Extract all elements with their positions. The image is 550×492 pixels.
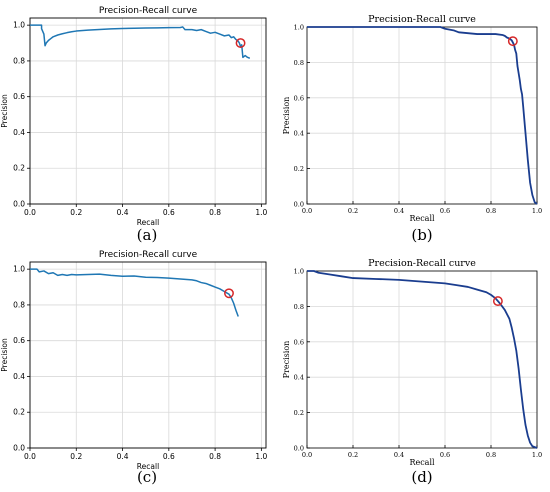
chart-a-xtick-label: 1.0 [255,208,267,217]
chart-a-ylabel: Precision [0,94,9,128]
chart-c-ytick-label: 0.6 [13,336,25,345]
chart-d-ytick-label: 0.4 [294,374,304,382]
chart-c-xtick-label: 0.2 [70,452,82,461]
chart-c-xtick-label: 0.8 [209,452,221,461]
chart-d-xtick-label: 0.2 [348,451,358,459]
caption-c: (c) [137,468,157,486]
chart-a-axes-frame [29,17,267,205]
chart-a-xtick-label: 0.2 [70,208,82,217]
chart-a-operating-point-marker [235,38,246,48]
chart-b-ylabel: Precision [282,97,291,135]
chart-d-ytick-label: 0.8 [294,303,304,311]
chart-a-ytick-label: 0.8 [13,56,25,65]
chart-b-series-line [307,26,538,205]
chart-a-xtick-label: 0.8 [209,208,221,217]
caption-b: (b) [411,226,432,244]
chart-a-xtick-label: 0.6 [163,208,175,217]
chart-a-series-line [30,24,251,59]
chart-d-xtick-label: 0.0 [302,451,312,459]
chart-c-ytick-label: 0.8 [13,300,25,309]
chart-a-xtick-label: 0.4 [117,208,129,217]
chart-c-ytick-label: 0.0 [13,444,25,453]
chart-b-ytick-label: 0.2 [294,165,304,173]
chart-a-ytick-label: 1.0 [13,21,25,30]
chart-c-xtick-label: 1.0 [255,452,267,461]
chart-b-xtick-label: 0.6 [440,207,450,215]
chart-d-xtick-label: 0.8 [486,451,496,459]
chart-a-ytick-label: 0.2 [13,164,25,173]
chart-d-ytick-label: 0.6 [294,338,304,346]
chart-a-title: Precision-Recall curve [99,6,198,16]
chart-b-xtick-label: 0.8 [486,207,496,215]
caption-d: (d) [411,468,432,486]
chart-c-axes-frame [29,261,267,449]
chart-b-xtick-label: 0.0 [302,207,312,215]
chart-d-operating-point-marker [492,296,503,307]
chart-d-xtick-label: 0.4 [394,451,404,459]
chart-d-ytick-label: 0.2 [294,409,304,417]
chart-d-axes-frame [306,270,538,449]
chart-a-xlabel: Recall [137,218,159,227]
chart-b-ytick-label: 0.8 [294,59,304,67]
chart-c-series-line [30,268,239,317]
chart-c-operating-point-marker [224,288,234,299]
chart-d-series-line [307,270,538,449]
chart-c-xtick-label: 0.6 [163,452,175,461]
chart-b-xtick-label: 0.4 [394,207,404,215]
chart-d-ytick-label: 1.0 [294,268,304,276]
chart-b-xtick-label: 1.0 [532,207,542,215]
chart-b-operating-point-marker [507,36,518,47]
chart-b-xlabel: Recall [409,214,435,223]
chart-c-ytick-label: 0.2 [13,408,25,417]
chart-d-ytick-label: 0.0 [294,445,304,453]
chart-c-title: Precision-Recall curve [99,250,198,260]
chart-d-title: Precision-Recall curve [368,258,476,269]
chart-a-ytick-label: 0.6 [13,92,25,101]
chart-c-ytick-label: 0.4 [13,372,25,381]
chart-a-xtick-label: 0.0 [24,208,36,217]
chart-c-ytick-label: 1.0 [13,265,25,274]
caption-a: (a) [137,226,158,244]
chart-d-xlabel: Recall [409,458,435,467]
chart-d-xtick-label: 0.6 [440,451,450,459]
chart-d-xtick-label: 1.0 [532,451,542,459]
chart-b-ytick-label: 0.0 [294,201,304,209]
chart-b-ytick-label: 1.0 [294,24,304,32]
chart-c-xlabel: Recall [137,462,159,471]
chart-b-ytick-label: 0.6 [294,94,304,102]
chart-a-ytick-label: 0.4 [13,128,25,137]
chart-b-ytick-label: 0.4 [294,130,304,138]
chart-b-xtick-label: 0.2 [348,207,358,215]
chart-b-axes-frame [306,26,538,205]
chart-c-xtick-label: 0.0 [24,452,36,461]
chart-c-ylabel: Precision [0,338,9,372]
chart-d-ylabel: Precision [282,341,291,379]
chart-a-ytick-label: 0.0 [13,200,25,209]
chart-c-xtick-label: 0.4 [117,452,129,461]
chart-b-title: Precision-Recall curve [368,14,476,25]
